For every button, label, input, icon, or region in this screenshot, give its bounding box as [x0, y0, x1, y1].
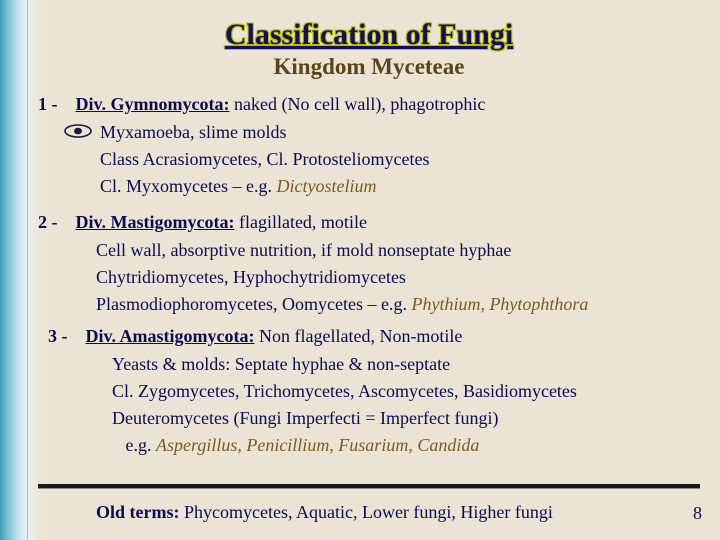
- division-2-name: Div. Mastigomycota:: [76, 212, 235, 232]
- eye-bullet-icon: [64, 123, 92, 139]
- division-2-header: 2 - Div. Mastigomycota: flagillated, mot…: [38, 212, 700, 233]
- section-2: 2 - Div. Mastigomycota: flagillated, mot…: [38, 212, 700, 316]
- slide-content: Classification of Fungi Kingdom Myceteae…: [0, 0, 720, 540]
- s2-line2: Chytridiomycetes, Hyphochytridiomycetes: [96, 266, 700, 289]
- division-2-desc: flagillated, motile: [239, 212, 367, 232]
- s3-line1: Yeasts & molds: Septate hyphae & non-sep…: [112, 353, 700, 376]
- old-terms-label: Old terms:: [96, 502, 179, 522]
- slide-subtitle: Kingdom Myceteae: [38, 54, 700, 80]
- division-1-desc: naked (No cell wall), phagotrophic: [234, 94, 485, 114]
- s2-line3: Plasmodiophoromycetes, Oomycetes – e.g. …: [96, 293, 700, 316]
- s3-line4: e.g. Aspergillus, Penicillium, Fusarium,…: [112, 434, 700, 457]
- s1-line2: Class Acrasiomycetes, Cl. Protosteliomyc…: [100, 148, 429, 171]
- s2-line1: Cell wall, absorptive nutrition, if mold…: [96, 239, 700, 262]
- page-number: 8: [693, 503, 702, 524]
- division-2-num: 2 -: [38, 212, 58, 232]
- bullet-row-1: Myxamoeba, slime molds Class Acrasiomyce…: [64, 121, 700, 202]
- division-1-num: 1 -: [38, 94, 58, 114]
- s2-line3a: Plasmodiophoromycetes, Oomycetes – e.g.: [96, 294, 411, 314]
- s3-line4a: e.g.: [112, 435, 156, 455]
- division-3-num: 3 -: [48, 326, 68, 346]
- s1-line3b: Dictyostelium: [276, 176, 376, 196]
- division-1-name: Div. Gymnomycota:: [76, 94, 230, 114]
- s3-line3: Deuteromycetes (Fungi Imperfecti = Imper…: [112, 407, 700, 430]
- s3-line4b: Aspergillus, Penicillium, Fusarium, Cand…: [156, 435, 479, 455]
- s3-line2: Cl. Zygomycetes, Trichomycetes, Ascomyce…: [112, 380, 700, 403]
- old-terms-line: Old terms: Phycomycetes, Aquatic, Lower …: [96, 502, 553, 523]
- division-3-desc: Non flagellated, Non-motile: [259, 326, 462, 346]
- section-3: 3 - Div. Amastigomycota: Non flagellated…: [38, 326, 700, 457]
- bullet-content-1: Myxamoeba, slime molds Class Acrasiomyce…: [100, 121, 429, 202]
- s1-line3a: Cl. Myxomycetes – e.g.: [100, 176, 276, 196]
- horizontal-rule: [38, 484, 700, 489]
- division-3-name: Div. Amastigomycota:: [86, 326, 255, 346]
- division-3-header: 3 - Div. Amastigomycota: Non flagellated…: [48, 326, 700, 347]
- division-1-header: 1 - Div. Gymnomycota: naked (No cell wal…: [38, 94, 700, 115]
- old-terms-text: Phycomycetes, Aquatic, Lower fungi, High…: [179, 502, 552, 522]
- slide-title: Classification of Fungi: [38, 18, 700, 52]
- s1-line3: Cl. Myxomycetes – e.g. Dictyostelium: [100, 175, 429, 198]
- s1-line1: Myxamoeba, slime molds: [100, 121, 429, 144]
- s2-line3b: Phythium, Phytophthora: [411, 294, 588, 314]
